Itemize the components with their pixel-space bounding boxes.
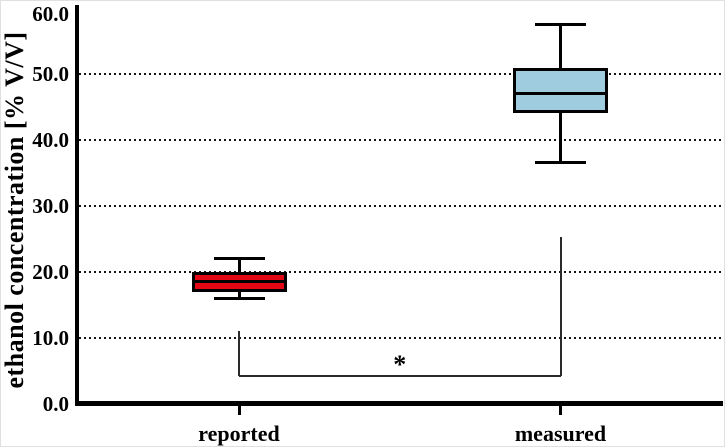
significance-star: *	[393, 350, 407, 380]
gridline-10	[79, 336, 723, 339]
whisker-cap-top-reported	[213, 257, 265, 261]
y-tick-label-0: 0.0	[42, 392, 69, 416]
x-axis-tick-measured	[559, 406, 562, 415]
gridline-50	[79, 72, 723, 75]
significance-arm-right	[559, 236, 562, 377]
y-tick-label-20: 20.0	[32, 259, 69, 284]
y-tick-label-60: 60.0	[32, 2, 69, 26]
median-line-measured	[516, 91, 605, 95]
median-line-reported	[194, 280, 284, 284]
x-category-label-reported: reported	[198, 421, 280, 446]
whisker-cap-bottom-reported	[213, 296, 265, 300]
x-category-label-measured: measured	[514, 421, 607, 446]
whisker-cap-top-measured	[535, 23, 586, 27]
y-axis-line	[75, 5, 79, 406]
gridline-20	[79, 270, 723, 273]
y-tick-label-40: 40.0	[32, 127, 69, 152]
gridline-30	[79, 204, 723, 207]
y-tick-label-50: 50.0	[32, 61, 69, 86]
significance-bar	[239, 375, 561, 378]
y-tick-label-30: 30.0	[32, 193, 69, 218]
x-axis-tick-reported	[237, 406, 241, 415]
whisker-cap-bottom-measured	[535, 161, 586, 165]
gridline-40	[79, 138, 723, 141]
y-tick-label-10: 10.0	[32, 325, 69, 350]
x-axis-line	[75, 401, 723, 406]
significance-arm-left	[238, 331, 240, 377]
box-measured	[513, 68, 608, 114]
